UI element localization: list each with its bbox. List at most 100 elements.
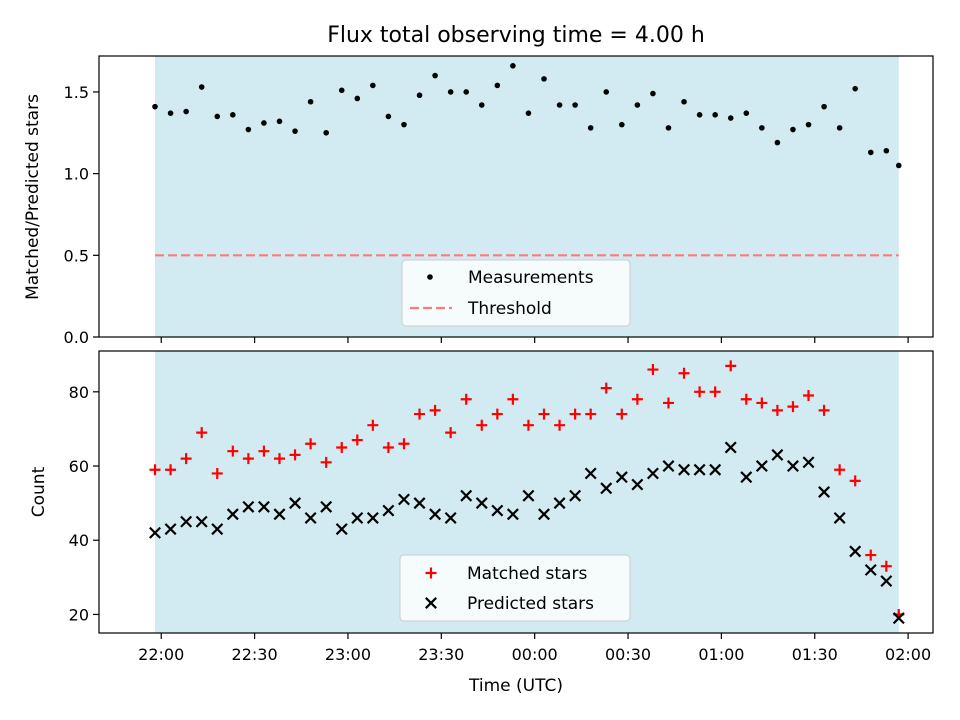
predicted-star-point [786,460,799,473]
predicted-star-point [366,511,379,524]
time-x-axis: 22:00 22:30 23:00 23:30 00:00 00:30 01:00 01:30… [138,633,931,664]
predicted-star-point [600,482,613,495]
legend-marker-matched [425,567,437,579]
predicted-star-point [631,478,644,491]
matched-star-point [351,434,363,446]
predicted-star-point [553,497,566,510]
predicted-star-point [164,523,177,536]
matched-star-point [631,393,643,405]
measurement-point [276,118,283,125]
ratio-y-axis-label: Matched/Predicted stars [23,94,43,300]
predicted-star-point [506,508,519,521]
x-tick-label: 22:30 [232,645,278,664]
matched-star-point [165,464,177,476]
predicted-star-point [678,463,691,476]
measurement-point [895,162,902,169]
time-x-axis-label: Time (UTC) [468,676,563,696]
measurement-point [650,90,656,97]
matched-star-point [616,408,628,420]
measurement-point [774,139,781,146]
predicted-star-point [569,489,582,502]
predicted-star-point [522,489,535,502]
predicted-star-point [289,497,302,510]
legend-label: Matched stars [467,564,587,584]
matched-star-point [740,393,752,405]
y-tick-label: 20 [69,605,89,624]
y-tick-label: 1.5 [64,83,89,102]
y-tick-label: 0.5 [64,246,89,265]
predicted-star-point [802,456,815,469]
matched-star-point [196,427,208,439]
predicted-star-point [833,511,846,524]
predicted-star-point [397,493,410,506]
measurement-point [681,98,687,105]
matched-star-point [709,386,721,398]
predicted-star-point [709,463,722,476]
matched-star-point [320,456,332,468]
matched-star-point [600,382,612,394]
x-tick-label: 00:30 [605,645,651,664]
predicted-star-point [211,523,224,536]
matched-star-point [538,408,550,420]
measurement-point [152,103,158,110]
matched-star-point [289,449,301,461]
legend-label: Measurements [468,268,594,288]
measurement-point [696,112,703,118]
ratio-y-axis: 0.0 0.5 1.0 1.5 [64,83,99,347]
matched-star-point [507,393,519,405]
matched-star-point [818,404,830,416]
matched-star-point [227,445,239,457]
predicted-star-point [413,497,426,510]
y-tick-label: 80 [69,383,89,402]
count-y-axis-label: Count [29,466,49,517]
predicted-star-point [693,463,706,476]
measurement-point [323,129,329,136]
y-tick-label: 1.0 [64,165,89,184]
predicted-star-point [429,508,442,521]
predicted-star-point [538,508,550,521]
matched-star-point [787,401,799,413]
matched-star-point [694,386,706,398]
predicted-star-point [615,471,628,484]
matched-star-point [725,360,737,372]
predicted-star-point [444,511,457,524]
matched-star-point [336,441,348,453]
x-tick-label: 23:30 [418,645,464,664]
matched-star-point [849,475,861,487]
predicted-star-point [740,471,753,484]
measurement-point [261,120,267,126]
predicted-star-point [646,467,659,480]
count-panel: 20 40 60 80 22:00 22:30 23:00 23:30 00:00 00:30 0… [29,350,934,696]
measurement-point [447,89,454,95]
measurement-point [790,126,796,133]
matched-star-point [585,408,597,420]
measurement-point [867,149,874,156]
legend-marker-measurements [427,274,433,280]
measurement-point [603,89,610,95]
measurement-point [883,147,890,154]
count-legend: Matched stars Predicted stars [399,554,631,622]
count-y-axis: 20 40 60 80 [69,383,99,624]
measurement-point [245,126,252,133]
y-tick-label: 60 [69,457,89,476]
matched-star-point [880,560,892,572]
legend-label: Predicted stars [467,594,594,614]
legend-marker-predicted [425,597,437,609]
predicted-star-point [304,511,317,524]
matched-star-point [273,453,285,465]
legend-label: Threshold [467,299,552,319]
matched-star-point [865,549,877,561]
x-tick-label: 23:00 [325,645,371,664]
matched-star-point [305,438,317,450]
legend-box [401,259,631,327]
matched-star-point [491,408,503,420]
predicted-star-point [273,508,286,521]
measurement-point [338,87,345,94]
count-panel-frame [98,350,934,634]
measurement-point [401,121,407,128]
predicted-star-point [460,489,473,502]
matched-star-point [382,441,394,453]
matched-star-point [756,397,768,409]
measurement-point [292,128,298,134]
